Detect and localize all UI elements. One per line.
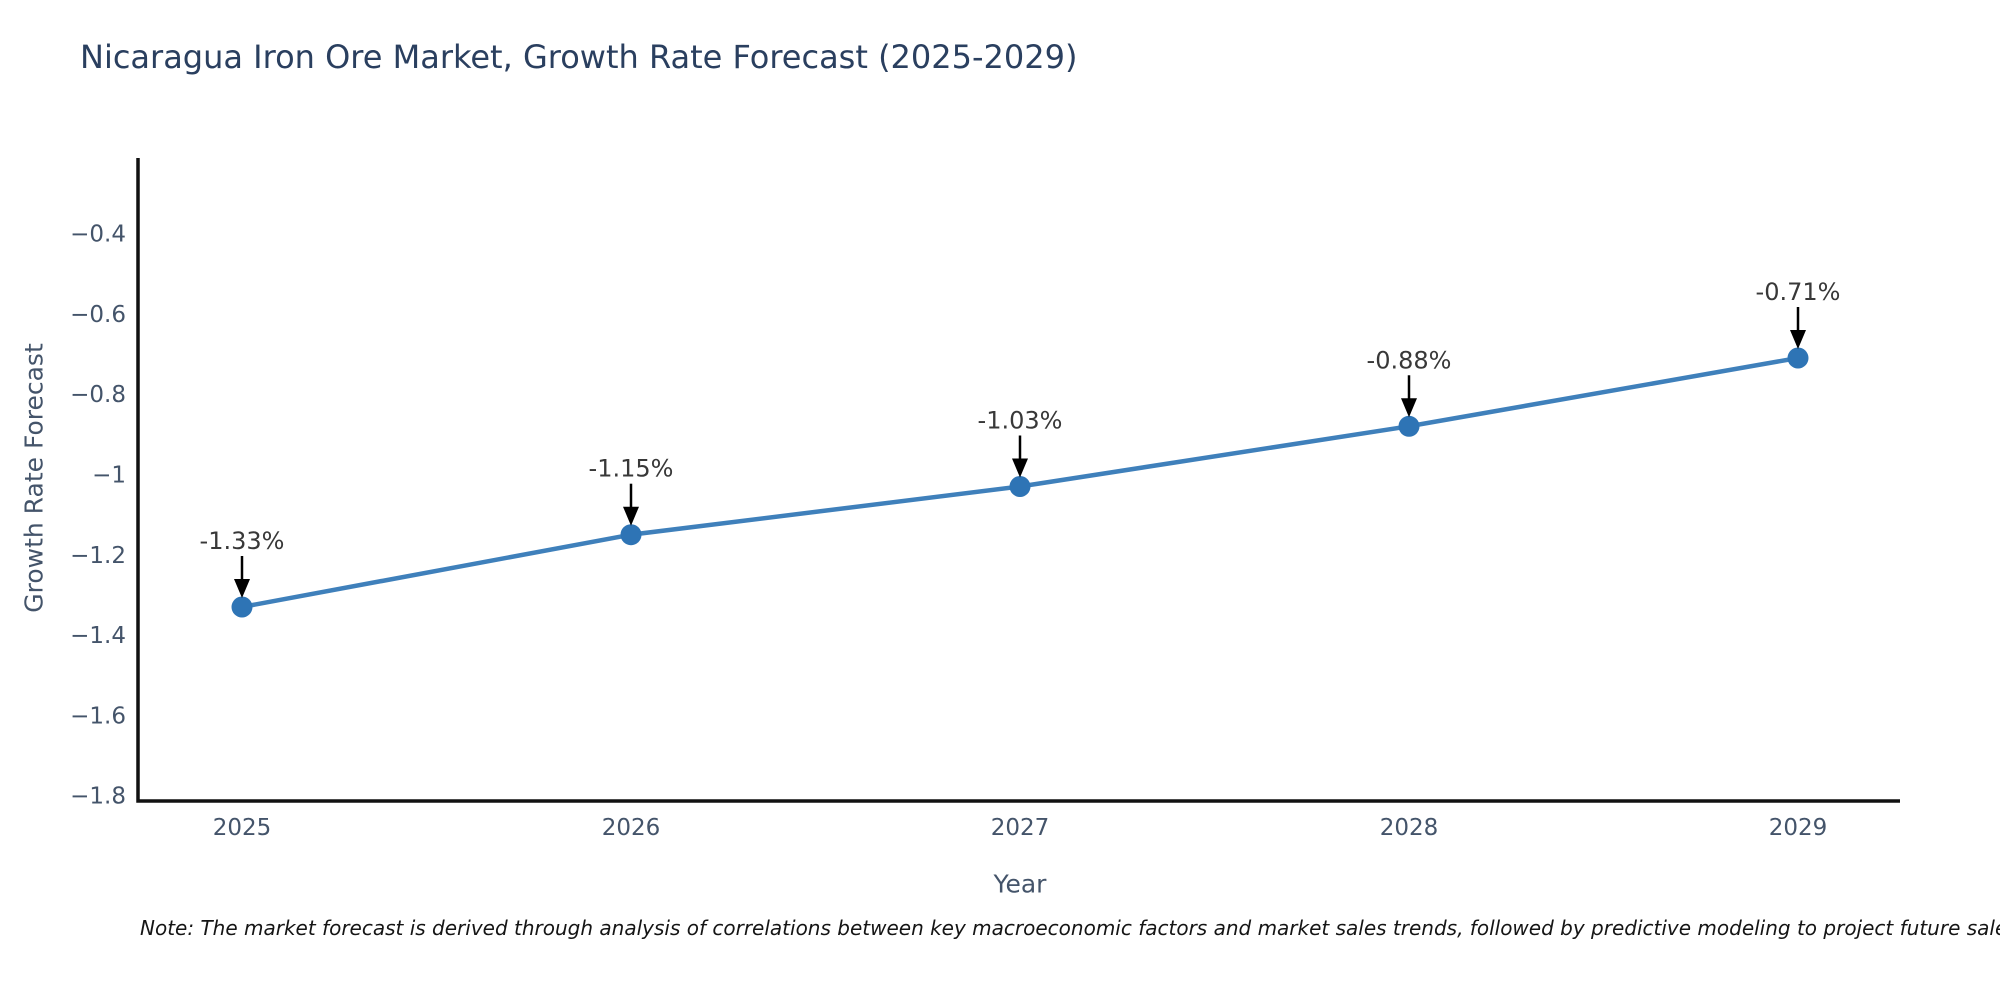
x-tick-label: 2025	[213, 815, 272, 841]
axis-lines	[136, 158, 1900, 803]
annotation-arrowhead	[1790, 329, 1806, 349]
y-tick-label: −1.8	[70, 784, 126, 810]
annotation-arrowhead	[1401, 398, 1417, 418]
point-annotation: -1.15%	[589, 455, 674, 483]
x-tick-label: 2028	[1380, 815, 1439, 841]
y-tick-label: −1.2	[70, 543, 126, 569]
footnote: Note: The market forecast is derived thr…	[140, 916, 2000, 940]
point-annotation: -0.71%	[1756, 278, 1841, 306]
data-point	[620, 524, 642, 546]
y-tick-label: −0.8	[70, 382, 126, 408]
data-point	[1009, 476, 1031, 498]
chart-title: Nicaragua Iron Ore Market, Growth Rate F…	[80, 38, 1078, 76]
x-axis-title: Year	[993, 869, 1047, 899]
point-annotation: -0.88%	[1367, 346, 1452, 374]
x-tick-label: 2027	[991, 815, 1050, 841]
x-tick-label: 2026	[602, 815, 661, 841]
y-tick-label: −1	[92, 462, 126, 488]
y-axis-title: Growth Rate Forecast	[19, 343, 49, 613]
data-point	[1787, 347, 1809, 369]
y-tick-label: −0.6	[70, 302, 126, 328]
annotation-arrowhead	[1012, 458, 1028, 478]
data-point	[231, 596, 253, 618]
annotation-arrowhead	[234, 578, 250, 598]
x-tick-label: 2029	[1769, 815, 1828, 841]
y-tick-label: −1.6	[70, 703, 126, 729]
y-tick-label: −0.4	[70, 222, 126, 248]
point-annotation: -1.03%	[978, 407, 1063, 435]
y-tick-label: −1.4	[70, 623, 126, 649]
annotation-arrowhead	[623, 506, 639, 526]
data-point	[1398, 415, 1420, 437]
point-annotation: -1.33%	[200, 527, 285, 555]
